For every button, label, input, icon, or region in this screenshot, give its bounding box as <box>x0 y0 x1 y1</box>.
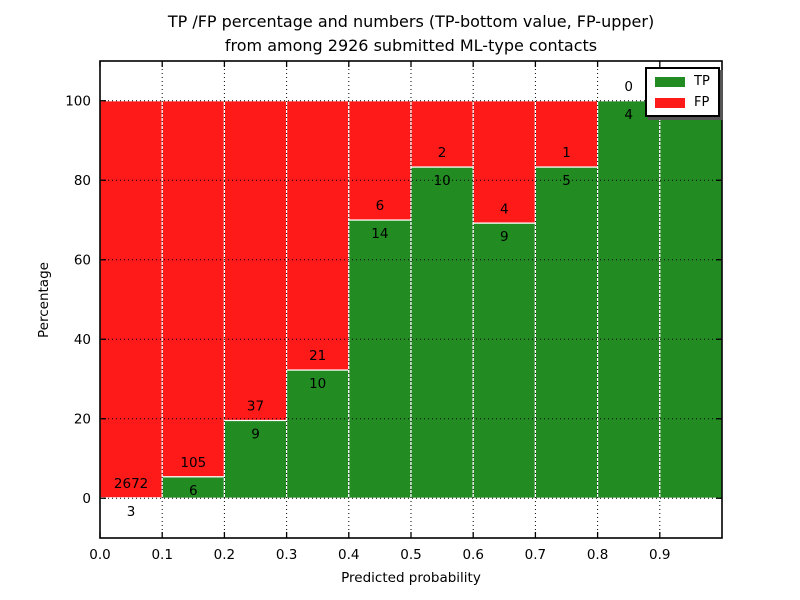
fp-count-label: 2672 <box>114 476 148 492</box>
fp-bar-segment <box>534 100 599 168</box>
tp-bar-segment <box>596 100 661 499</box>
y-tick-label: 100 <box>65 93 91 109</box>
chart-title-line2: from among 2926 submitted ML-type contac… <box>224 36 598 55</box>
x-tick-label: 0.3 <box>276 547 297 563</box>
tp-legend-swatch-icon <box>655 76 685 87</box>
legend: TP FP <box>645 67 720 117</box>
fp-count-label: 37 <box>247 399 264 415</box>
legend-label-tp: TP <box>694 74 710 89</box>
y-tick-label: 40 <box>74 332 91 348</box>
tp-count-label: 10 <box>434 173 451 189</box>
y-tick-label: 20 <box>74 411 91 427</box>
fp-count-label: 2 <box>438 145 447 161</box>
chart-title-line1: TP /FP percentage and numbers (TP-bottom… <box>167 12 655 31</box>
legend-label-fp: FP <box>694 95 710 110</box>
fp-bar-segment <box>161 100 225 478</box>
tp-count-label: 6 <box>189 483 198 499</box>
tp-bar-segment <box>348 219 412 499</box>
x-tick-label: 0.0 <box>89 547 110 563</box>
tp-count-label: 14 <box>371 226 388 242</box>
fp-count-label: 0 <box>624 79 633 95</box>
y-tick-label: 60 <box>74 252 91 268</box>
fp-count-label: 21 <box>309 348 326 364</box>
x-tick-label: 0.9 <box>649 547 670 563</box>
tp-count-label: 3 <box>127 504 136 520</box>
y-axis-label: Percentage <box>36 262 52 338</box>
tp-count-label: 5 <box>562 173 571 189</box>
fp-bar-segment <box>99 100 163 499</box>
fp-bar-segment <box>348 100 412 221</box>
tp-bar-segment <box>410 166 474 499</box>
x-tick-label: 0.8 <box>587 547 608 563</box>
tp-count-label: 4 <box>624 107 633 123</box>
tp-bar-segment <box>534 166 599 499</box>
fp-legend-swatch-icon <box>655 97 685 108</box>
fp-bar-segment <box>472 100 537 224</box>
tp-count-label: 10 <box>309 376 326 392</box>
tp-bar-segment <box>659 100 723 499</box>
x-axis-label: Predicted probability <box>341 570 481 586</box>
fp-count-label: 4 <box>500 201 509 217</box>
tp-count-label: 9 <box>500 229 509 245</box>
x-tick-label: 0.2 <box>214 547 235 563</box>
x-tick-label: 0.5 <box>400 547 421 563</box>
y-tick-label: 0 <box>82 491 91 507</box>
x-tick-label: 0.7 <box>525 547 546 563</box>
legend-entry-tp: TP <box>655 74 710 89</box>
x-tick-label: 0.6 <box>462 547 483 563</box>
fp-bar-segment <box>286 100 350 371</box>
fp-bar-segment <box>223 100 288 422</box>
fp-count-label: 1 <box>562 145 571 161</box>
x-tick-label: 0.1 <box>151 547 172 563</box>
chart-title: TP /FP percentage and numbers (TP-bottom… <box>100 10 722 58</box>
legend-entry-fp: FP <box>655 95 710 110</box>
fp-count-label: 6 <box>376 198 385 214</box>
tp-count-label: 9 <box>251 426 260 442</box>
x-tick-label: 0.4 <box>338 547 359 563</box>
y-tick-label: 80 <box>74 173 91 189</box>
tp-bar-segment <box>472 222 537 499</box>
fp-count-label: 105 <box>180 455 206 471</box>
